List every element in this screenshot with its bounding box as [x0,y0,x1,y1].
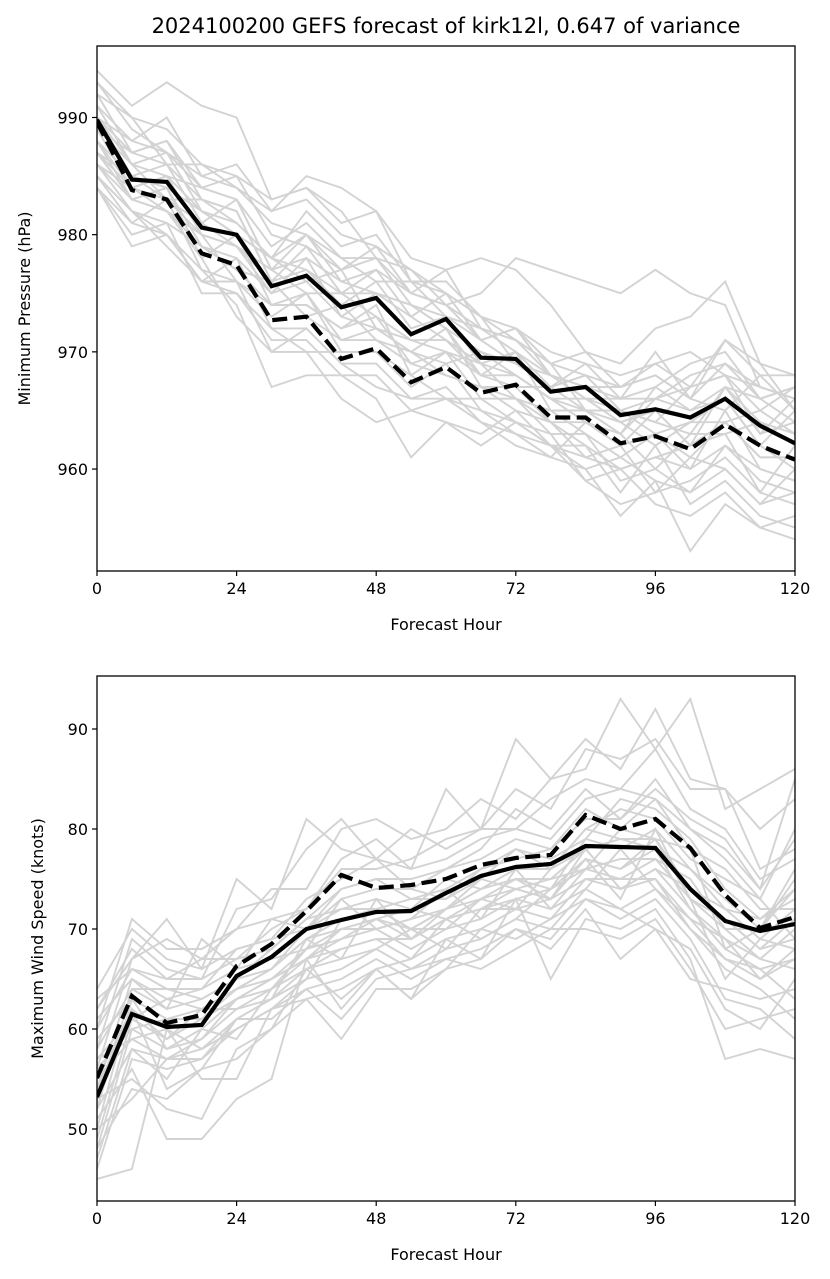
wind-member-line [97,878,795,1051]
pressure-solid-line [97,118,795,446]
pressure-series-lines [97,118,795,462]
wind-y-tick-label: 60 [68,1020,88,1039]
pressure-member-line [97,175,795,553]
wind-x-tick-label: 96 [645,1209,665,1228]
wind-member-line [97,788,795,1010]
pressure-x-axis-label: Forecast Hour [390,615,502,634]
wind-y-tick-label: 80 [68,820,88,839]
wind-member-line [97,827,795,1150]
wind-x-axis-label: Forecast Hour [390,1245,502,1264]
pressure-member-line [97,163,795,470]
wind-solid-line [97,843,795,1098]
wind-x-tick-label: 0 [92,1209,102,1228]
wind-y-tick-label: 70 [68,920,88,939]
pressure-member-line [97,93,795,400]
pressure-member-lines [97,69,795,553]
wind-dashed-line [97,812,795,1079]
pressure-y-tick-label: 980 [57,226,88,245]
wind-member-line [97,847,795,1080]
pressure-x-tick-label: 96 [645,579,665,598]
wind-member-line [97,696,795,990]
pressure-y-axis-label: Minimum Pressure (hPa) [15,212,34,406]
pressure-member-line [97,152,795,459]
wind-member-line [97,737,795,1050]
pressure-member-line [97,116,795,389]
pressure-y-tick-label: 990 [57,108,88,127]
pressure-y-tick-label: 970 [57,343,88,362]
pressure-member-line [97,187,795,506]
wind-y-tick-label: 90 [68,720,88,739]
wind-x-tick-label: 120 [780,1209,811,1228]
pressure-x-ticks: 0 24 48 72 96 120 [92,571,810,598]
wind-member-line [97,917,795,1091]
figure-title: 2024100200 GEFS forecast of kirk12l, 0.6… [152,14,741,38]
pressure-x-tick-label: 48 [366,579,386,598]
pressure-x-tick-label: 120 [780,579,811,598]
wind-member-line [97,787,795,1030]
wind-member-line [97,706,795,1030]
pressure-member-line [97,105,795,448]
wind-member-line [97,847,795,1110]
pressure-dashed-line [97,121,795,462]
wind-y-tick-label: 50 [68,1120,88,1139]
wind-axes-frame [96,675,796,1202]
wind-member-line [97,897,795,1060]
wind-y-axis-label: Maximum Wind Speed (knots) [28,818,47,1059]
wind-member-lines [97,696,795,1180]
wind-series-lines [97,812,795,1098]
pressure-y-tick-label: 960 [57,460,88,479]
wind-x-tick-label: 72 [506,1209,526,1228]
pressure-x-tick-label: 24 [226,579,246,598]
pressure-axes-frame [96,45,796,572]
wind-panel: 0 24 48 72 96 120 50 60 70 80 90 Forecast Hour Ma… [28,675,810,1264]
wind-x-tick-label: 48 [366,1209,386,1228]
pressure-y-ticks: 960 970 980 990 [57,108,97,479]
wind-x-tick-label: 24 [226,1209,246,1228]
wind-member-line [97,827,795,1060]
wind-member-line [97,747,795,1010]
pressure-x-tick-label: 0 [92,579,102,598]
pressure-x-tick-label: 72 [506,579,526,598]
pressure-member-line [97,128,795,400]
wind-x-ticks: 0 24 48 72 96 120 [92,1201,810,1228]
wind-y-ticks: 50 60 70 80 90 [68,720,97,1139]
